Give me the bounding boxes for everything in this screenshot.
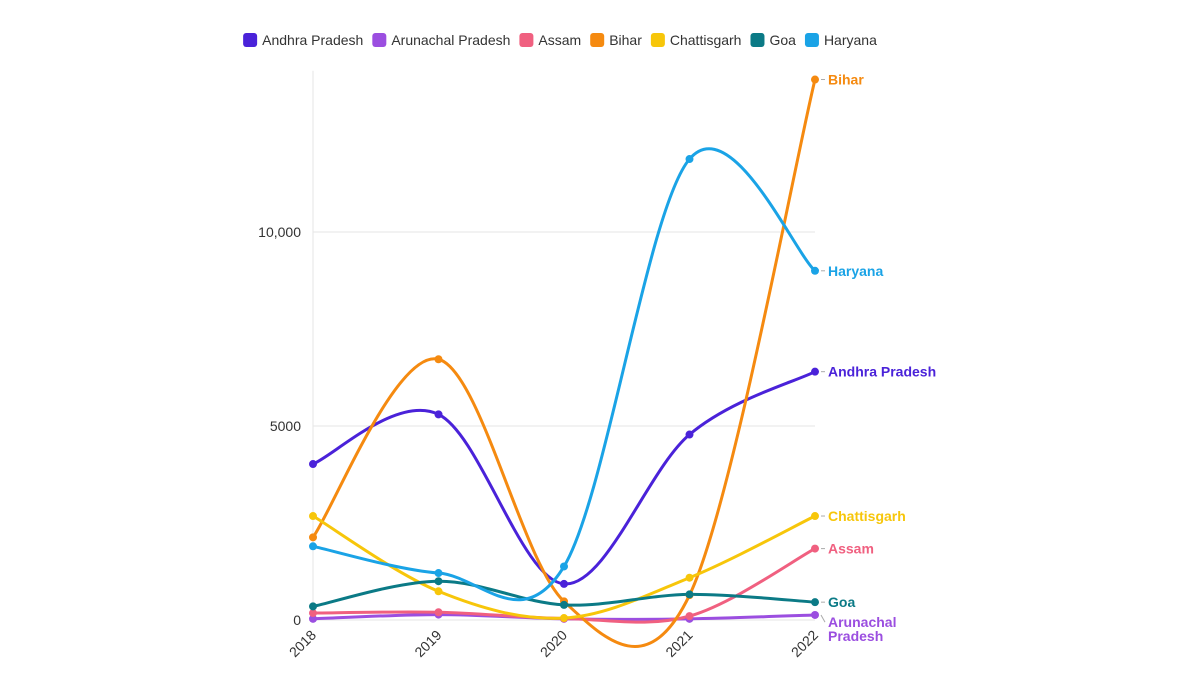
data-point-goa: [811, 598, 819, 607]
data-point-assam: [309, 609, 317, 618]
legend-label: Assam: [538, 32, 581, 48]
legend-label: Arunachal Pradesh: [391, 32, 510, 48]
data-point-assam: [434, 608, 443, 617]
data-point-goa: [434, 577, 443, 586]
legend-label: Bihar: [609, 32, 642, 48]
data-point-andhra-pradesh: [560, 579, 568, 588]
data-point-bihar: [811, 75, 819, 84]
legend-swatch: [243, 33, 258, 47]
legend-label: Andhra Pradesh: [262, 32, 363, 48]
legend-item-assam: Assam: [519, 32, 581, 48]
data-point-chattisgarh: [560, 614, 568, 623]
data-point-bihar: [434, 355, 443, 364]
data-point-haryana: [560, 562, 568, 571]
legend-label: Goa: [769, 32, 796, 48]
legend-label: Chattisgarh: [670, 32, 742, 48]
legend-label: Haryana: [824, 32, 877, 48]
data-point-haryana: [811, 266, 819, 275]
data-point-andhra-pradesh: [434, 410, 443, 419]
data-point-chattisgarh: [685, 573, 694, 582]
x-tick-label: 2022: [788, 627, 821, 660]
x-tick-label: 2018: [286, 627, 319, 660]
data-point-chattisgarh: [434, 587, 443, 596]
series-line-bihar: [311, 78, 817, 648]
gridlines: [312, 70, 815, 621]
data-point-goa: [309, 602, 317, 611]
legend-item-andhra-pradesh: Andhra Pradesh: [243, 32, 363, 48]
legend-swatch: [519, 33, 534, 47]
data-point-assam: [811, 544, 819, 553]
data-point-haryana: [309, 542, 317, 551]
legend-swatch: [750, 33, 765, 47]
series-lines: [311, 78, 817, 648]
legend-item-haryana: Haryana: [804, 32, 877, 48]
data-point-chattisgarh: [309, 512, 317, 521]
y-tick-label: 5000: [270, 418, 301, 434]
end-label-haryana: Haryana: [828, 263, 883, 279]
data-point-haryana: [434, 569, 443, 578]
series-end-labels: Bihar Haryana Andhra Pradesh Chattisgarh Ass…: [820, 72, 936, 644]
end-label-assam: Assam: [828, 541, 874, 557]
data-point-andhra-pradesh: [685, 430, 694, 439]
data-point-assam: [685, 612, 694, 621]
end-label-goa: Goa: [828, 594, 855, 610]
end-label-arunachal-pradesh: Pradesh: [828, 628, 883, 644]
series-line-andhra-pradesh: [311, 370, 817, 586]
data-point-arunachal-pradesh: [309, 614, 317, 623]
end-label-connector-arunachal-pradesh: [820, 614, 826, 623]
legend: Andhra Pradesh Arunachal Pradesh Assam Biha…: [243, 32, 877, 48]
legend-swatch: [650, 33, 665, 47]
data-point-chattisgarh: [811, 512, 819, 521]
legend-swatch: [804, 33, 819, 47]
end-label-bihar: Bihar: [828, 72, 864, 88]
end-label-chattisgarh: Chattisgarh: [828, 508, 906, 524]
x-tick-label: 2020: [537, 627, 570, 660]
legend-swatch: [590, 33, 605, 47]
legend-swatch: [372, 33, 387, 47]
end-label-andhra-pradesh: Andhra Pradesh: [828, 364, 936, 380]
data-point-andhra-pradesh: [309, 460, 317, 469]
data-point-goa: [685, 590, 694, 599]
y-tick-label: 10,000: [258, 224, 301, 240]
data-point-bihar: [309, 533, 317, 542]
legend-item-chattisgarh: Chattisgarh: [650, 32, 742, 48]
x-tick-label: 2019: [411, 627, 444, 660]
y-tick-label: 0: [293, 612, 301, 628]
data-point-goa: [560, 600, 568, 609]
data-point-arunachal-pradesh: [811, 610, 819, 619]
legend-item-arunachal-pradesh: Arunachal Pradesh: [372, 32, 510, 48]
legend-item-goa: Goa: [750, 32, 796, 48]
data-point-andhra-pradesh: [811, 367, 819, 376]
end-label-arunachal-pradesh: Arunachal: [828, 614, 896, 630]
data-point-haryana: [685, 155, 694, 164]
series-points: [309, 75, 819, 623]
series-line-haryana: [311, 147, 817, 602]
legend-item-bihar: Bihar: [590, 32, 642, 48]
